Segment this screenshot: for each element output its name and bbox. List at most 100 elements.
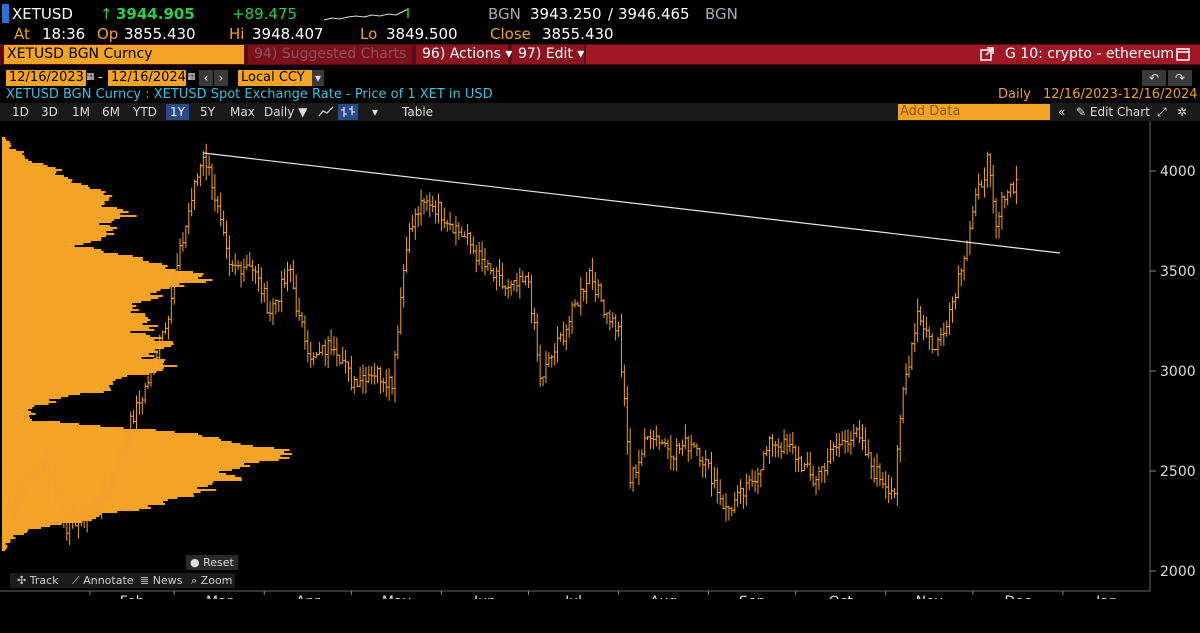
volume-profile-bar [2,515,100,517]
frequency-dropdown[interactable]: Daily ▼ [264,105,308,119]
price-chart[interactable]: 2000 2500 3000 3500 4000 Feb Mar Apr May Jun Jul A… [0,121,1200,599]
volume-profile-bar [2,343,174,345]
chart-type-dropdown-icon[interactable]: ▾ [372,105,379,119]
undo-icon[interactable]: ↶ [1142,70,1166,86]
ohlc-bars [3,143,1019,546]
annotate-tool[interactable]: ⟋ Annotate [72,573,134,588]
x-tick-label: Feb [120,594,145,599]
volume-profile-bar [2,513,102,515]
currency-dropdown-icon[interactable]: ▾ [312,70,324,86]
line-chart-icon[interactable] [318,105,334,118]
period-5y[interactable]: 5Y [200,105,215,119]
ticker: XETUSD [12,5,73,23]
zoom-tool[interactable]: ⌕ Zoom [191,573,232,588]
period-1d[interactable]: 1D [12,105,29,119]
volume-profile-bar [2,427,124,429]
bookmark-icon[interactable] [1176,48,1190,61]
period-max[interactable]: Max [230,105,255,119]
bid-price: 3943.250 [530,5,602,23]
redo-icon[interactable]: ↷ [1168,70,1192,86]
add-data-arrow-icon[interactable]: « [1058,105,1066,119]
volume-profile-bar [2,297,159,299]
volume-profile-bar [2,361,165,363]
news-tool[interactable]: ≣ News [140,573,182,588]
calendar-icon[interactable]: ▦ [86,72,95,82]
volume-profile-bar [2,307,133,309]
security-field[interactable]: XETUSD BGN Curncy [4,45,244,64]
edit-chart-button[interactable]: ✎ Edit Chart [1072,104,1154,120]
volume-profile-bar [2,493,194,495]
volume-profile-bar [2,373,150,375]
open-in-new-icon[interactable] [980,47,995,62]
trendline[interactable] [203,152,1061,254]
volume-profile-bar [2,177,69,179]
period-3d[interactable]: 3D [41,105,58,119]
suggested-charts-button[interactable]: 94) Suggested Charts [248,45,412,64]
table-button[interactable]: Table [402,105,434,119]
period-1m[interactable]: 1M [72,105,90,119]
volume-profile-bar [2,423,79,425]
volume-profile-bar [2,479,242,481]
period-1y[interactable]: 1Y [166,104,189,120]
volume-profile-bar [2,421,61,423]
low-label: Lo [360,25,378,43]
volume-profile-bar [2,309,139,311]
crosshair-icon: ✣ [17,574,30,587]
x-tick-label: Jul [564,594,582,599]
start-date-field[interactable]: 12/16/2023 [6,70,86,86]
volume-profile-bar [2,275,203,277]
volume-profile-bar [2,315,146,317]
volume-profile-bar [2,229,113,231]
volume-profile-bar [2,239,102,241]
gear-icon[interactable]: ✲ [1177,105,1188,119]
end-date-field[interactable]: 12/16/2024 [108,70,186,86]
reset-button[interactable]: ● Reset [186,555,238,570]
volume-profile-bar [2,441,232,443]
volume-profile-bar [2,335,151,337]
volume-profile-bar [2,409,29,411]
volume-profile-bar [2,467,241,469]
volume-profile-bar [2,219,115,221]
volume-profile-bar [2,203,105,205]
prev-period-button[interactable]: ‹ [199,70,213,86]
command-bar-right [586,45,1200,64]
volume-profile-bar [2,327,150,329]
volume-profile-bar [2,301,142,303]
draw-tool-icon[interactable]: ⤢ [1157,105,1167,119]
calendar-icon-2[interactable]: ▦ [187,72,196,82]
intraday-sparkline [323,8,409,21]
volume-profile-bar [2,379,116,381]
volume-profile-bar [2,517,97,519]
edit-menu-button[interactable]: 97) Edit ▾ [512,45,584,64]
period-ytd[interactable]: YTD [133,105,157,119]
time-label: At [14,25,30,43]
next-period-button[interactable]: › [214,70,228,86]
ask-price: 3946.465 [618,5,690,23]
volume-profile-bar [2,419,32,421]
volume-profile-bar [2,483,213,485]
volume-profile-bar [2,499,168,501]
volume-profile-bar [2,249,102,251]
volume-profile-bar [2,263,163,265]
volume-profile-bar [2,463,244,465]
period-6m[interactable]: 6M [102,105,120,119]
volume-profile-bar [2,319,151,321]
volume-profile-bar [2,367,164,369]
volume-profile-bar [2,403,49,405]
track-tool[interactable]: ✣ Track [17,573,59,588]
currency-select[interactable]: Local CCY [238,70,312,86]
volume-profile-bar [2,349,155,351]
actions-menu-button[interactable]: 96) Actions ▾ [416,45,512,64]
volume-profile-bar [2,253,119,255]
volume-profile-bar [2,351,159,353]
ohlc-bar-icon[interactable] [338,104,358,120]
date-separator: - [98,70,103,85]
y-tick-label: 3500 [1160,264,1196,280]
volume-profile-bar [2,399,50,401]
volume-profile-bar [2,347,165,349]
add-data-field[interactable]: Add Data [898,104,1050,120]
volume-profile-bar [2,155,25,157]
volume-profile-bar [2,511,118,513]
y-tick-label: 3000 [1160,364,1196,380]
chart-group-title[interactable]: G 10: crypto - ethereum [1005,46,1175,62]
